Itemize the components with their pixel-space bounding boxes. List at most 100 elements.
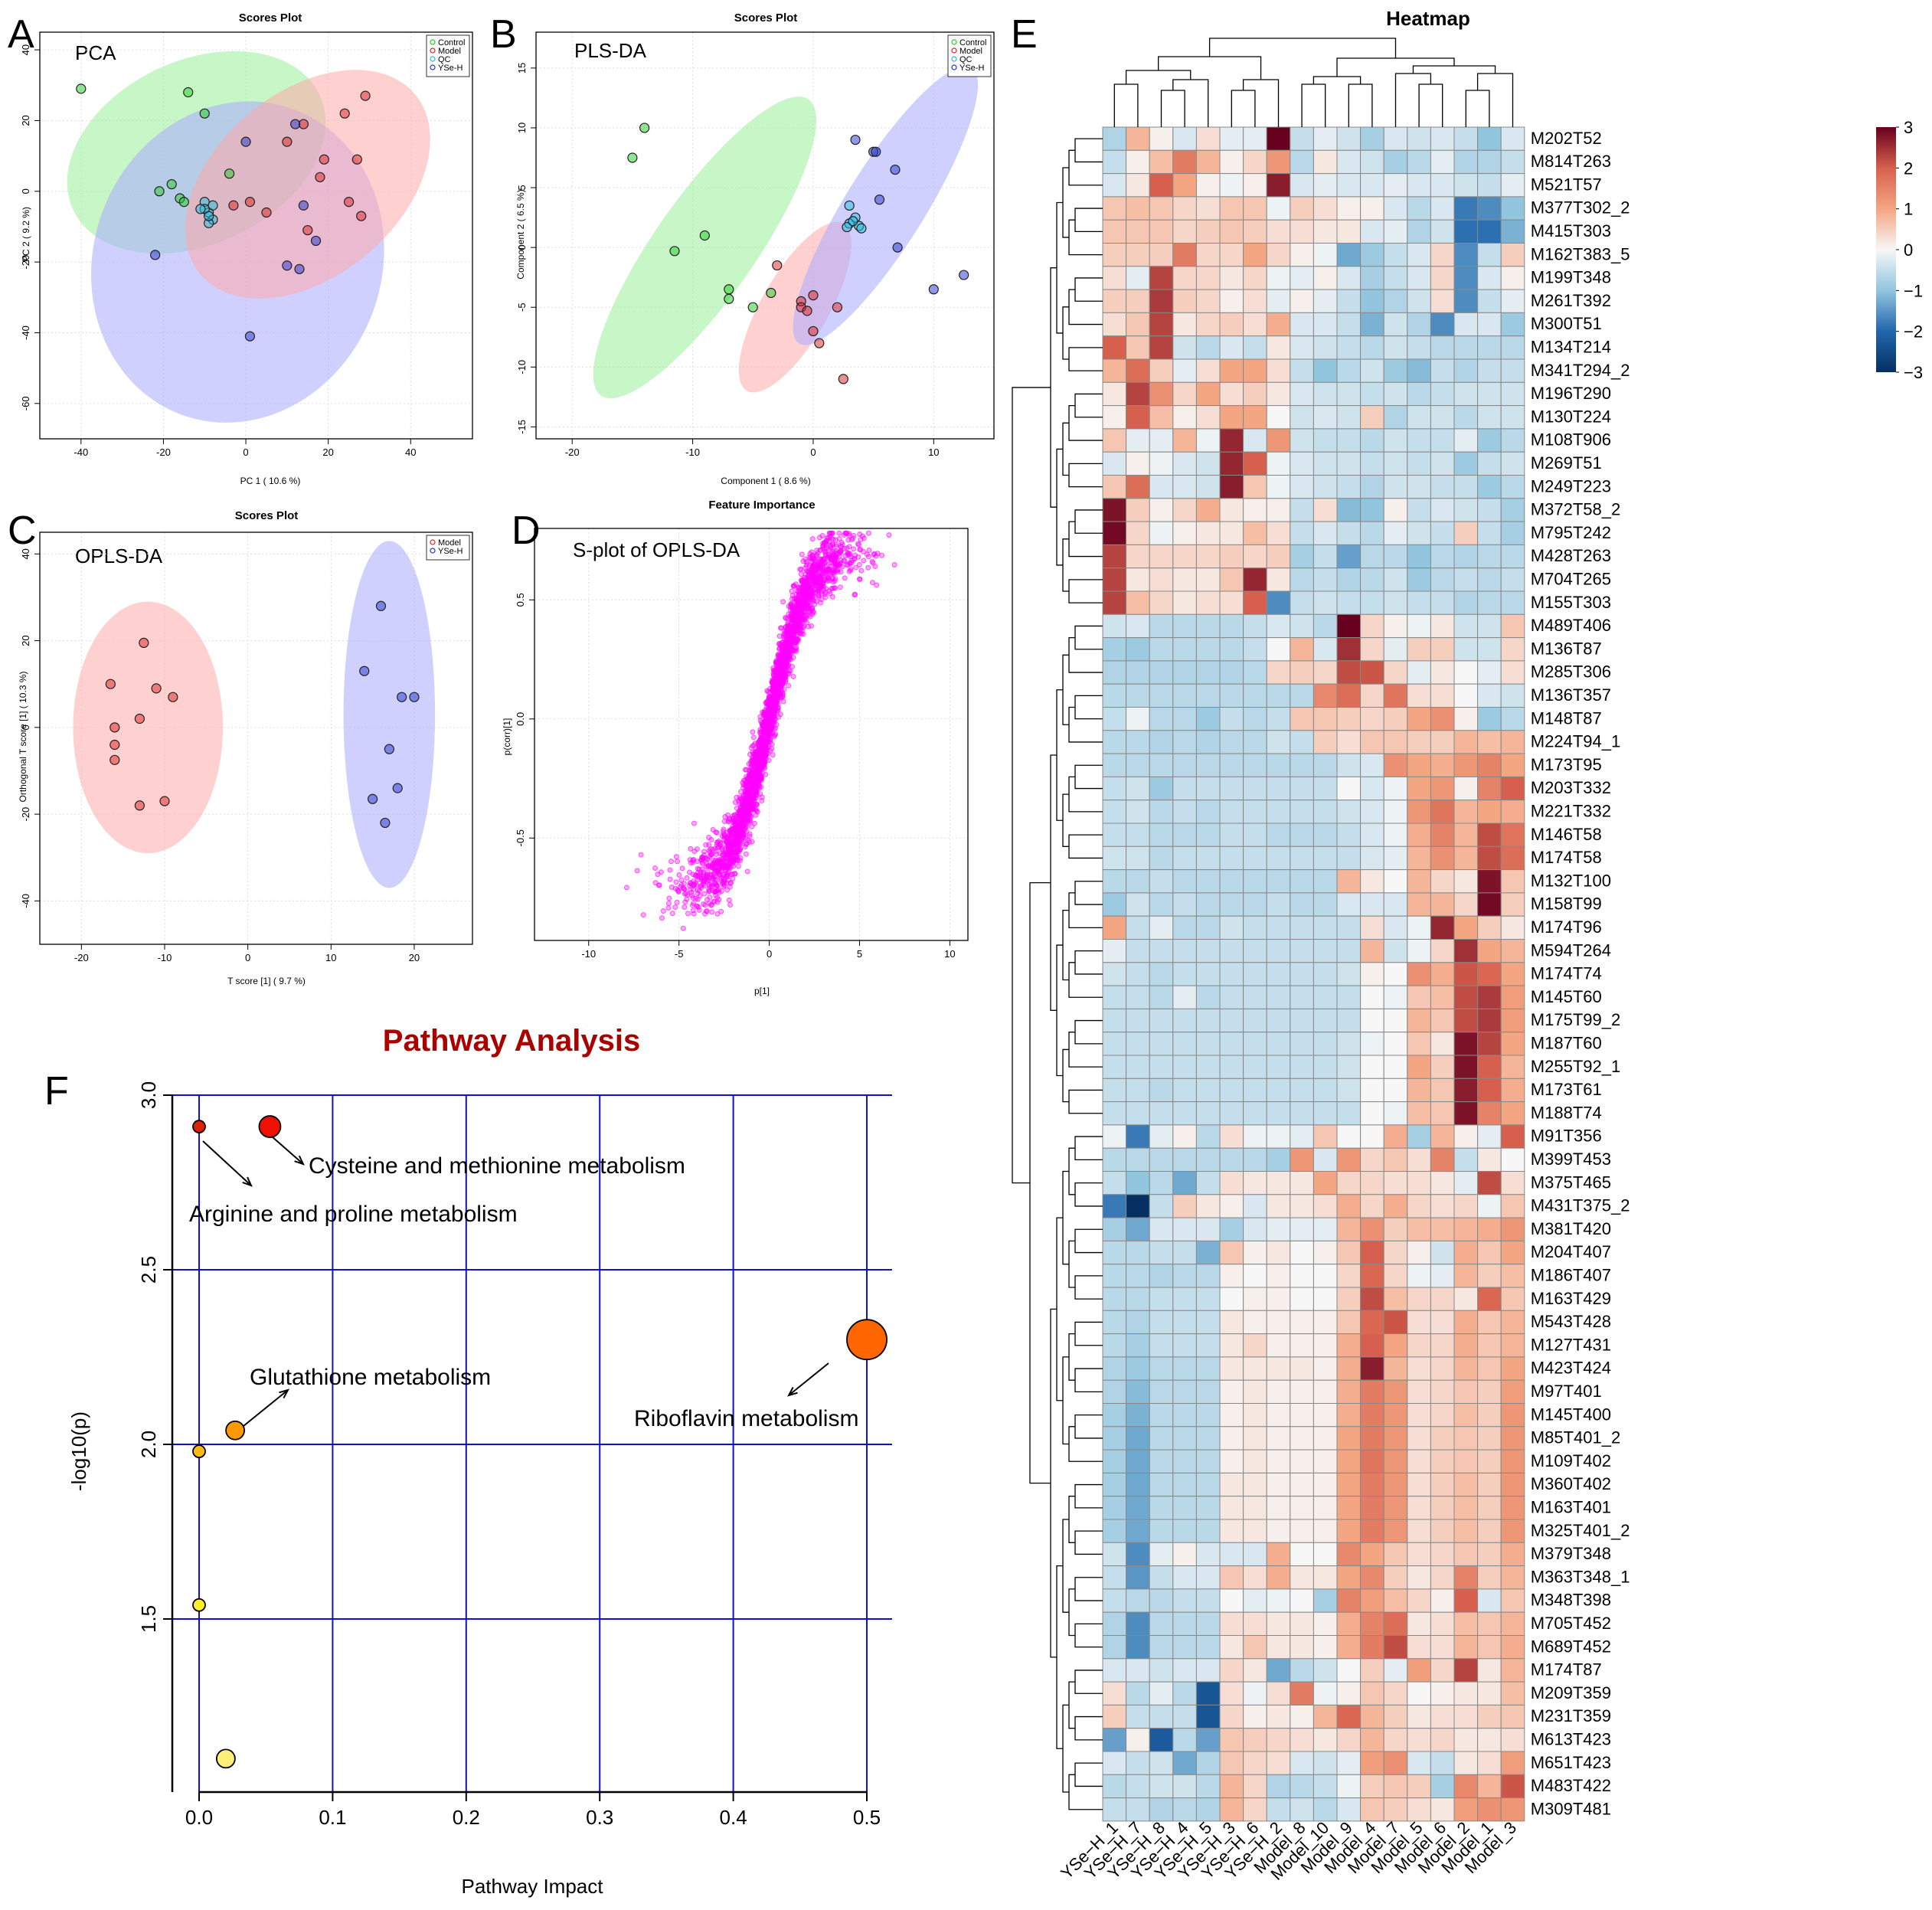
heatmap-cell	[1243, 1356, 1267, 1381]
heatmap-cell	[1453, 1264, 1479, 1288]
heatmap-cell	[1500, 428, 1525, 453]
splot-point	[747, 816, 753, 823]
heatmap-cell	[1477, 544, 1502, 569]
heatmap-cell	[1430, 1681, 1455, 1706]
heatmap-cell	[1126, 451, 1150, 476]
splot-point	[665, 905, 672, 911]
heatmap-cell	[1266, 243, 1291, 267]
heatmap-cell	[1219, 1101, 1244, 1126]
heatmap-cell	[1195, 312, 1221, 337]
heatmap-cell	[1313, 1240, 1338, 1265]
splot-point	[713, 849, 719, 855]
heatmap-cell	[1430, 405, 1455, 430]
splot-point	[701, 852, 707, 858]
heatmap-cell	[1149, 1124, 1174, 1149]
oplsda-ylabel: Orthogonal T score [1] ( 10.3 %)	[18, 672, 28, 803]
data-point-model	[168, 692, 178, 702]
heatmap-cell	[1149, 1379, 1174, 1404]
heatmap-cell	[1172, 358, 1197, 383]
heatmap-row-label: M202T52	[1531, 129, 1602, 148]
heatmap-cell	[1407, 289, 1431, 313]
heatmap-cell	[1453, 126, 1479, 151]
heatmap-cell	[1266, 1519, 1291, 1543]
heatmap-cell	[1360, 428, 1384, 453]
heatmap-cell	[1172, 637, 1197, 662]
splot-point	[833, 544, 839, 550]
row-dendrogram-branch	[1074, 1670, 1103, 1694]
heatmap-cell	[1500, 1379, 1525, 1404]
column-dendrogram-branch	[1172, 79, 1209, 127]
splot-point	[781, 630, 787, 636]
splot-point	[849, 558, 855, 564]
heatmap-cell	[1290, 1124, 1314, 1149]
plsda-inner-label: PLS-DA	[574, 39, 647, 62]
splot-point	[667, 876, 673, 882]
heatmap-cell	[1430, 1194, 1455, 1218]
heatmap-cell	[1102, 1565, 1127, 1590]
splot-point	[786, 603, 792, 610]
heatmap-cell	[1102, 266, 1127, 290]
heatmap-cell	[1313, 335, 1338, 360]
heatmap-cell	[1336, 1055, 1362, 1079]
splot-title: Feature Importance	[708, 499, 815, 512]
heatmap-cell	[1336, 1542, 1362, 1567]
heatmap-cell	[1336, 1240, 1362, 1265]
splot-point	[721, 826, 727, 832]
splot-point	[678, 877, 685, 883]
row-dendrogram-branch	[1068, 1426, 1103, 1462]
oplsda-inner-label: OPLS-DA	[75, 545, 163, 567]
heatmap-cell	[1313, 730, 1338, 754]
heatmap-cell	[1172, 335, 1197, 360]
heatmap-cell	[1430, 823, 1455, 847]
heatmap-cell	[1243, 358, 1267, 383]
heatmap-cell	[1290, 196, 1314, 221]
heatmap-cell	[1477, 1681, 1502, 1706]
heatmap-cell	[1172, 1032, 1197, 1056]
heatmap-cell	[1430, 962, 1455, 986]
heatmap-cell	[1360, 1472, 1384, 1497]
splot-point	[783, 669, 789, 675]
data-point-control	[166, 178, 177, 190]
heatmap-cell	[1126, 126, 1150, 151]
colorbar-label: −1	[1904, 281, 1923, 300]
heatmap-cell	[1336, 1379, 1362, 1404]
splot-inner-label: S-plot of OPLS-DA	[573, 538, 740, 561]
heatmap-cell	[1126, 1565, 1150, 1590]
splot-point	[829, 571, 835, 577]
row-dendrogram-branch	[1068, 1496, 1075, 1543]
heatmap-cell	[1219, 1379, 1244, 1404]
heatmap-cell	[1243, 892, 1267, 917]
x-tick-label: 5	[857, 948, 862, 960]
heatmap-cell	[1149, 707, 1174, 731]
heatmap-cell	[1266, 219, 1291, 244]
heatmap-cell	[1313, 149, 1338, 175]
splot-point	[793, 639, 799, 646]
heatmap-cell	[1407, 1078, 1431, 1103]
heatmap-cell	[1126, 1379, 1150, 1404]
heatmap-cell	[1102, 1588, 1127, 1613]
legend-label: Model	[438, 538, 461, 548]
data-point-yse-h	[380, 817, 391, 829]
heatmap-cell	[1500, 683, 1525, 708]
splot-point	[856, 561, 862, 567]
heatmap-cell	[1195, 590, 1221, 615]
heatmap-cell	[1243, 381, 1267, 407]
heatmap-cell	[1102, 1379, 1127, 1404]
heatmap-cell	[1219, 219, 1244, 244]
heatmap-cell	[1102, 1240, 1127, 1265]
heatmap-cell	[1219, 1124, 1244, 1149]
heatmap-cell	[1102, 196, 1127, 221]
heatmap-cell	[1360, 1426, 1384, 1450]
heatmap-cell	[1407, 149, 1431, 175]
heatmap-cell	[1336, 149, 1362, 175]
heatmap-cell	[1383, 753, 1408, 777]
heatmap-cell	[1195, 1611, 1221, 1636]
splot-point	[760, 744, 767, 751]
heatmap-cell	[1453, 498, 1479, 522]
heatmap-cell	[1383, 1681, 1408, 1706]
heatmap-cell	[1453, 1240, 1479, 1265]
heatmap-cell	[1313, 1217, 1338, 1241]
heatmap-cell	[1407, 985, 1431, 1009]
heatmap-cell	[1407, 1681, 1431, 1706]
heatmap-cell	[1383, 637, 1408, 662]
